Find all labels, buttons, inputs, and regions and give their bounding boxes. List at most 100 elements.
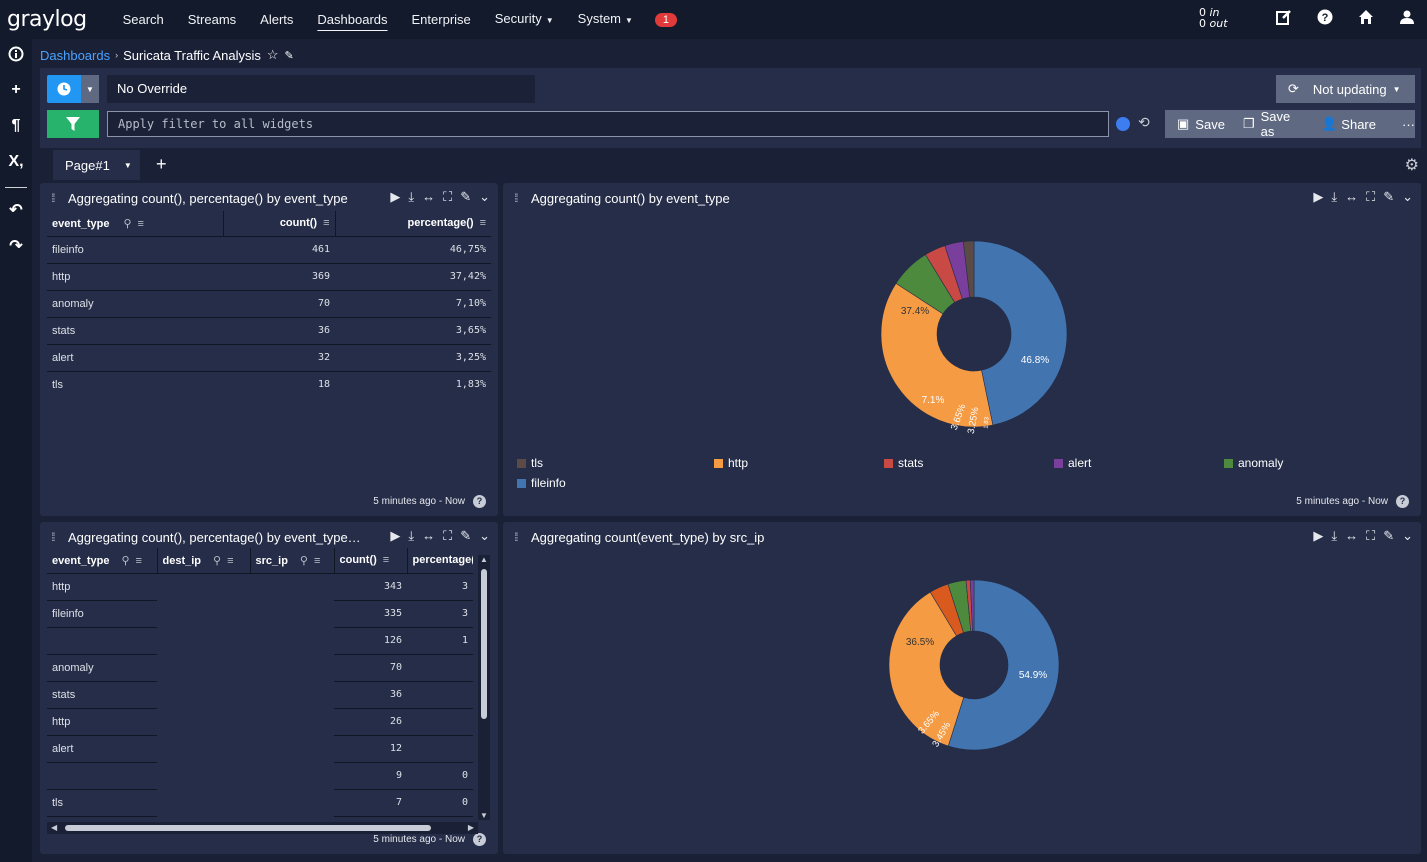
column-header-percentage[interactable]: percentage() [407,548,473,574]
cell-dest-ip[interactable] [157,654,250,681]
pie-slice[interactable] [973,240,1068,426]
fullscreen-icon[interactable]: ⛶ [443,528,453,543]
cell-percentage[interactable] [407,681,473,709]
scroll-left-icon[interactable]: ◀ [51,823,58,832]
breadcrumb-dashboards-link[interactable]: Dashboards [40,47,111,63]
column-header-event-type[interactable]: event_type ⚲ ≡ [47,548,158,574]
time-range-button[interactable] [47,75,81,103]
sort-icon[interactable]: ≡ [227,554,234,567]
more-actions-icon[interactable]: ··· [1402,116,1415,132]
pie-slice[interactable] [947,579,1060,751]
cell-percentage[interactable]: 1,83% [455,379,486,391]
cell-dest-ip[interactable] [157,708,250,735]
nav-alerts[interactable]: Alerts [260,12,294,27]
help-icon[interactable]: ? [473,495,486,508]
edit-icon[interactable]: ✎ [460,189,472,204]
play-icon[interactable]: ▶ [390,189,401,204]
edit-icon[interactable]: ✎ [1383,528,1395,543]
cell-count[interactable]: 12 [334,735,407,763]
cell-percentage[interactable]: 3,25% [335,344,491,372]
cell-count[interactable]: 70 [223,290,335,318]
cell-count[interactable]: 9 [334,762,407,790]
sort-icon[interactable]: ≡ [323,217,330,230]
cell-percentage[interactable]: 1 [407,627,473,655]
cell-event-type[interactable]: alert [47,735,157,763]
scroll-up-icon[interactable]: ▲ [480,555,488,564]
pie-slice[interactable] [962,240,975,298]
column-header-count[interactable]: count() ≡ [334,548,408,574]
filter-button[interactable] [47,110,99,138]
drag-handle-icon[interactable]: ⁞⁞ [51,191,56,205]
refresh-controls[interactable]: ⟳ Not updating ▼ [1276,75,1415,103]
cell-count[interactable]: 7 [334,789,407,817]
info-icon[interactable] [0,39,32,75]
tab-page-1[interactable]: Page#1 ▼ [53,150,140,180]
fullscreen-icon[interactable]: ⛶ [1366,189,1376,204]
edit-title-icon[interactable]: ✎ [284,49,294,62]
play-icon[interactable]: ▶ [1313,528,1324,543]
cell-percentage[interactable]: 0 [407,789,473,817]
cell-event-type[interactable]: tls [47,789,157,817]
pin-icon[interactable]: ⚲ [123,217,132,230]
cell-count[interactable]: 36 [334,681,407,709]
edit-icon[interactable]: ✎ [1383,189,1395,204]
cell-event-type[interactable] [47,762,157,790]
pin-icon[interactable]: ⚲ [299,554,308,567]
notification-badge[interactable]: 1 [654,12,678,27]
cell-dest-ip[interactable] [157,789,250,816]
filter-input[interactable]: Apply filter to all widgets [107,111,1109,137]
cell-count[interactable]: 343 [334,573,407,601]
cell-count[interactable]: 70 [334,654,407,682]
cell-src-ip[interactable] [250,735,334,762]
cell-src-ip[interactable] [250,627,334,654]
fullscreen-icon[interactable]: ⛶ [1366,528,1376,543]
legend-item[interactable]: tls [517,456,687,470]
cell-event-type[interactable]: stats [47,317,223,345]
history-icon[interactable]: ⟲ [1138,114,1150,130]
pie-slice[interactable] [888,591,965,747]
help-icon[interactable]: ? [1396,495,1409,508]
drag-handle-icon[interactable]: ⁞⁞ [514,191,519,205]
cell-src-ip[interactable] [250,762,334,789]
edit-icon[interactable] [1263,9,1304,30]
cell-count[interactable]: 335 [334,600,407,628]
query-help-icon[interactable] [1116,117,1130,131]
cell-event-type[interactable]: http [47,263,223,291]
cell-src-ip[interactable] [250,654,334,681]
time-range-dropdown[interactable]: ▼ [81,75,99,103]
cell-dest-ip[interactable] [157,573,250,600]
sort-icon[interactable]: ≡ [137,217,144,230]
cell-count[interactable]: 461 [223,236,335,264]
time-override-display[interactable]: No Override [107,75,535,103]
vertical-scrollbar[interactable]: ▲ ▼ [478,555,490,820]
cell-percentage[interactable]: 3,65% [335,317,491,345]
share-button[interactable]: Share [1341,116,1376,132]
undo-icon[interactable]: ↶ [9,202,23,219]
cell-percentage[interactable]: 7,10% [335,290,491,318]
plus-icon[interactable]: + [11,81,21,98]
help-icon[interactable]: ? [1304,9,1345,30]
sort-icon[interactable]: ≡ [479,217,486,230]
sort-icon[interactable]: ≡ [135,554,142,567]
cell-percentage[interactable] [407,654,473,682]
sort-icon[interactable]: ≡ [382,554,390,567]
help-icon[interactable]: ? [473,833,486,846]
cell-dest-ip[interactable] [157,735,250,762]
nav-system[interactable]: System ▼ [566,0,645,40]
cell-dest-ip[interactable] [157,600,250,627]
nav-security[interactable]: Security ▼ [483,0,566,40]
edit-icon[interactable]: ✎ [460,528,472,543]
gear-icon[interactable]: ⚙ [1404,157,1419,174]
cell-event-type[interactable]: anomaly [47,290,223,318]
column-header-dest-ip[interactable]: dest_ip ⚲ ≡ [157,548,251,574]
download-icon[interactable]: ⤓ [408,528,415,543]
chevron-down-icon[interactable]: ⌄ [479,528,490,543]
cell-count[interactable]: 369 [223,263,335,291]
cell-count[interactable]: 32 [223,344,335,372]
cell-percentage[interactable]: 37,42% [335,263,491,291]
expand-width-icon[interactable]: ↔ [422,189,436,204]
user-icon[interactable] [1386,9,1427,30]
cell-event-type[interactable]: fileinfo [47,236,223,264]
pin-icon[interactable]: ⚲ [213,554,222,567]
cell-count[interactable]: 126 [334,627,407,655]
